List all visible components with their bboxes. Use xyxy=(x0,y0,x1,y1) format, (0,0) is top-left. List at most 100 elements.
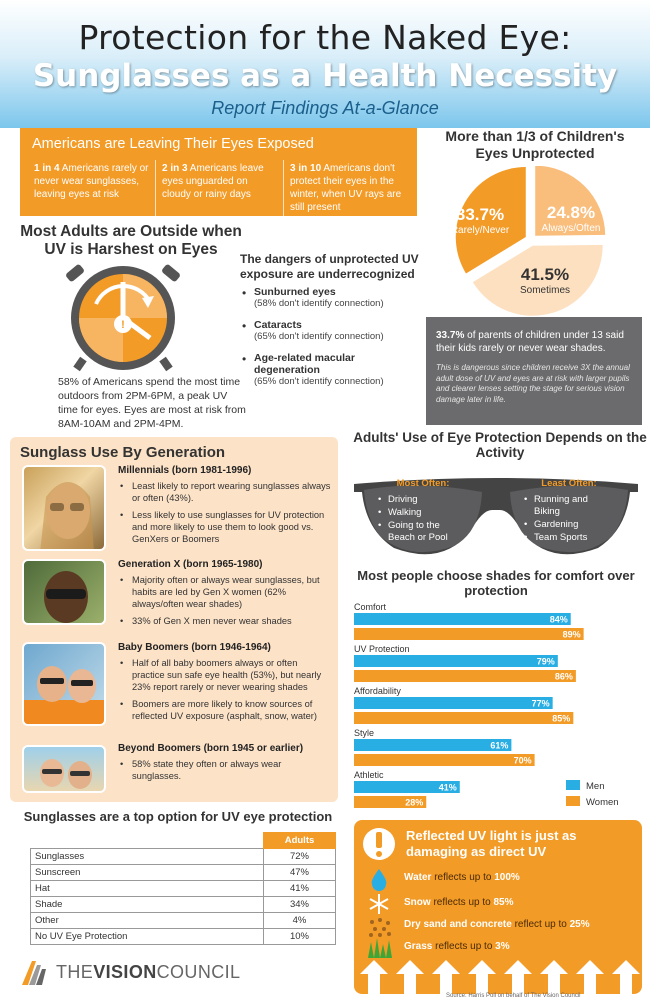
least-often-head: Least Often: xyxy=(541,478,597,489)
bar-value-label: 61% xyxy=(490,741,508,751)
comfort-chart-title: Most people choose shades for comfort ov… xyxy=(357,568,635,598)
bar-women-affordability xyxy=(354,712,574,724)
exposed-stat: 2 in 3 Americans leave eyes unguarded on… xyxy=(155,160,283,216)
table-row: No UV Eye Protection 10% xyxy=(30,928,336,945)
eyes-exposed-title: Americans are Leaving Their Eyes Exposed xyxy=(32,136,314,152)
table-header-blank xyxy=(31,833,264,849)
logo-post: COUNCIL xyxy=(156,961,241,982)
danger-sub: (65% don't identify connection) xyxy=(254,376,384,387)
bar-women-style xyxy=(354,754,535,766)
uv-row-water: Water reflects up to 100% xyxy=(404,872,520,883)
uv-mid: reflects up to xyxy=(430,897,494,908)
uv-mid: reflect up to xyxy=(511,919,570,930)
clock-icon: ! xyxy=(66,264,180,372)
gen-point: Least likely to report wearing sunglasse… xyxy=(118,480,332,504)
bar-value-label: 85% xyxy=(552,714,570,724)
table-cell-label: Sunscreen xyxy=(30,864,264,881)
bar-men-uv-protection xyxy=(354,655,558,667)
table-cell-value: 47% xyxy=(263,864,336,881)
bar-value-label: 86% xyxy=(555,672,573,682)
header: Protection for the Naked Eye: Sunglasses… xyxy=(0,0,650,128)
bar-value-label: 41% xyxy=(439,783,457,793)
danger-head: Cataracts xyxy=(254,319,302,331)
table-cell-label: Hat xyxy=(30,880,264,897)
snowflake-icon xyxy=(369,894,389,914)
danger-item: Age-related macular degeneration(65% don… xyxy=(240,352,420,387)
children-title: More than 1/3 of Children's Eyes Unprote… xyxy=(445,128,625,161)
generation-title: Sunglass Use By Generation xyxy=(20,444,226,461)
most-often-head: Most Often: xyxy=(396,478,450,489)
uv-surface: Snow xyxy=(404,897,431,908)
logo-mark-icon xyxy=(22,961,46,985)
danger-head: Age-related macular degeneration xyxy=(254,352,355,376)
pie-slice-rarely xyxy=(455,167,526,274)
bar-value-label: 77% xyxy=(532,699,550,709)
table-cell-label: Other xyxy=(30,912,264,929)
activity-item: Team Sports xyxy=(524,532,614,544)
table-cell-value: 72% xyxy=(263,848,336,865)
reflected-uv-panel: Reflected UV light is just as damaging a… xyxy=(354,820,642,994)
stat-text: Americans don't protect their eyes in th… xyxy=(290,163,402,213)
table-cell-value: 4% xyxy=(263,912,336,929)
water-drop-icon xyxy=(371,869,387,891)
adults-protection-title: Adults' Use of Eye Protection Depends on… xyxy=(353,430,647,460)
uv-mid: reflects up to xyxy=(432,941,496,952)
table-row: Sunscreen 47% xyxy=(30,864,336,881)
stat-bold: 2 in 3 xyxy=(162,163,188,174)
table-header: Adults xyxy=(263,832,336,849)
stat-bold: 3 in 10 xyxy=(290,163,322,174)
page-title: Protection for the Naked Eye: xyxy=(78,18,572,57)
comfort-bar-chart: Comfort 84% 89% UV Protection 79%86% Affordab… xyxy=(354,602,619,808)
bar-women-comfort xyxy=(354,628,584,640)
bar-value-label: 70% xyxy=(514,756,532,766)
bar-category-label: Style xyxy=(354,728,374,738)
pie-label-sometimes: 41.5% Sometimes xyxy=(510,265,580,296)
dangers-title: The dangers of unprotected UV exposure a… xyxy=(240,252,419,281)
bar-men-athletic xyxy=(354,781,460,793)
uv-value: 25% xyxy=(569,919,590,930)
bar-value-label: 79% xyxy=(537,657,555,667)
gen-point: 58% state they often or always wear sung… xyxy=(118,758,332,782)
pie-pct: 41.5% xyxy=(520,265,570,284)
eyes-exposed-panel: Americans are Leaving Their Eyes Exposed… xyxy=(20,128,417,216)
table-title: Sunglasses are a top option for UV eye p… xyxy=(23,809,333,824)
gen-point: Majority often or always wear sunglasses… xyxy=(118,574,332,610)
beyond-boomers-photo xyxy=(22,745,106,793)
note-bold: 33.7% xyxy=(436,330,465,341)
stat-text: Americans rarely or never wear sunglasse… xyxy=(34,163,149,200)
source-note: Source: Harris Poll on behalf of The Vis… xyxy=(446,993,581,999)
legend-swatch xyxy=(566,780,580,790)
gen-head: Generation X (born 1965-1980) xyxy=(118,559,263,570)
bar-value-label: 28% xyxy=(405,798,423,808)
gen-point: Less likely to use sunglasses for UV pro… xyxy=(118,509,332,545)
gen-point: 33% of Gen X men never wear shades xyxy=(118,615,332,627)
gen-head: Baby Boomers (born 1946-1964) xyxy=(118,642,271,653)
page-subtitle: Report Findings At-a-Glance xyxy=(211,98,439,118)
exposed-stat: 1 in 4 Americans rarely or never wear su… xyxy=(28,160,155,216)
danger-item: Sunburned eyes(58% don't identify connec… xyxy=(240,286,420,309)
uv-row-sand: Dry sand and concrete reflect up to 25% xyxy=(404,919,590,930)
danger-sub: (65% don't identify connection) xyxy=(254,331,384,342)
logo-text: THEVISIONCOUNCIL xyxy=(56,962,240,983)
outside-title: Most Adults are Outside when UV is Harsh… xyxy=(20,223,242,258)
bar-men-affordability xyxy=(354,697,553,709)
outside-text: 58% of Americans spend the most time out… xyxy=(58,376,246,430)
bar-value-label: 84% xyxy=(550,615,568,625)
table-cell-value: 41% xyxy=(263,880,336,897)
exposed-stat: 3 in 10 Americans don't protect their ey… xyxy=(283,160,411,216)
children-note: 33.7% of parents of children under 13 sa… xyxy=(426,317,642,425)
bar-category-label: Comfort xyxy=(354,602,387,612)
gen-point: Half of all baby boomers always or often… xyxy=(118,657,332,693)
legend-label: Men xyxy=(586,781,604,792)
pie-pct: 33.7% xyxy=(455,205,505,224)
bar-category-label: Athletic xyxy=(354,770,384,780)
uv-value: 100% xyxy=(494,872,520,883)
gen-point: Boomers are more likely to know sources … xyxy=(118,698,332,722)
children-pie-chart xyxy=(455,166,606,316)
gen-head: Millennials (born 1981-1996) xyxy=(118,465,252,476)
generation-panel: Sunglass Use By Generation Millennials (… xyxy=(10,437,338,802)
reflected-uv-title: Reflected UV light is just as damaging a… xyxy=(406,828,577,859)
table-row: Other 4% xyxy=(30,912,336,929)
table-cell-label: Sunglasses xyxy=(30,848,264,865)
table-row: Shade 34% xyxy=(30,896,336,913)
